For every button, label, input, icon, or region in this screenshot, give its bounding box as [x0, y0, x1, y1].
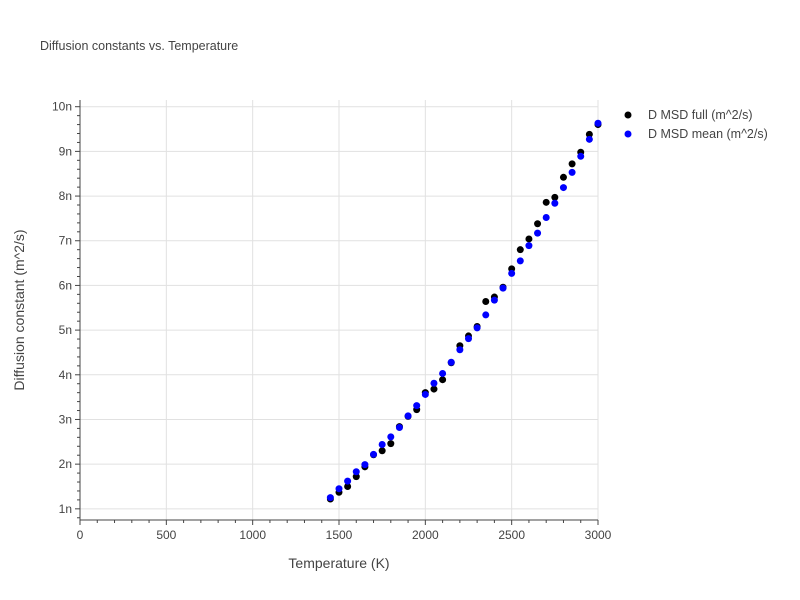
y-tick-label: 8n — [59, 189, 72, 203]
data-point[interactable] — [482, 298, 490, 306]
data-point[interactable] — [439, 376, 447, 384]
data-point[interactable] — [551, 199, 559, 207]
x-tick-label: 0 — [77, 528, 84, 542]
data-point[interactable] — [551, 193, 559, 201]
legend-item-2[interactable]: D MSD mean (m^2/s) — [624, 127, 768, 141]
x-tick-label: 1500 — [326, 528, 353, 542]
data-point[interactable] — [525, 235, 533, 243]
data-point[interactable] — [395, 424, 403, 432]
data-point[interactable] — [344, 482, 352, 490]
y-axis-ticks: 1n 2n 3n 4n 5n 6n 7n 8n 9n 10n — [52, 100, 80, 519]
data-point[interactable] — [594, 119, 602, 127]
legend-label: D MSD mean (m^2/s) — [648, 127, 768, 141]
data-point[interactable] — [585, 135, 593, 143]
data-point[interactable] — [439, 369, 447, 377]
data-point[interactable] — [585, 130, 593, 138]
data-point[interactable] — [387, 433, 395, 441]
data-point[interactable] — [516, 257, 524, 265]
data-point[interactable] — [516, 246, 524, 254]
data-point[interactable] — [413, 402, 421, 410]
grid-lines — [80, 100, 599, 520]
legend[interactable]: D MSD full (m^2/s) D MSD mean (m^2/s) — [624, 108, 768, 141]
data-point[interactable] — [352, 473, 360, 481]
data-point[interactable] — [508, 269, 516, 277]
data-point[interactable] — [482, 311, 490, 319]
data-point[interactable] — [404, 412, 412, 420]
data-point[interactable] — [430, 379, 438, 387]
data-point[interactable] — [421, 390, 429, 398]
x-axis-title: Temperature (K) — [288, 555, 389, 571]
x-tick-label: 2500 — [498, 528, 525, 542]
data-point[interactable] — [344, 477, 352, 485]
data-point[interactable] — [430, 385, 438, 393]
y-tick-label: 9n — [59, 144, 72, 158]
data-point[interactable] — [473, 324, 481, 332]
x-tick-label: 3000 — [585, 528, 612, 542]
data-point[interactable] — [542, 198, 550, 206]
legend-label: D MSD full (m^2/s) — [648, 108, 752, 122]
data-point[interactable] — [326, 494, 334, 502]
data-point[interactable] — [447, 358, 455, 366]
data-point[interactable] — [378, 447, 386, 455]
x-tick-label: 1000 — [239, 528, 266, 542]
chart-title: Diffusion constants vs. Temperature — [40, 39, 238, 53]
data-point[interactable] — [370, 450, 378, 458]
data-point[interactable] — [352, 468, 360, 476]
data-point[interactable] — [378, 440, 386, 448]
data-point[interactable] — [568, 168, 576, 176]
y-tick-label: 6n — [59, 278, 72, 292]
legend-marker — [624, 130, 632, 138]
y-tick-label: 7n — [59, 234, 72, 248]
data-point[interactable] — [465, 335, 472, 343]
y-tick-label: 4n — [59, 368, 72, 382]
data-point[interactable] — [335, 485, 343, 493]
legend-marker — [624, 111, 632, 119]
data-point[interactable] — [559, 173, 567, 181]
data-point[interactable] — [387, 440, 395, 448]
data-point[interactable] — [490, 296, 498, 304]
x-tick-label: 500 — [156, 528, 176, 542]
y-tick-label: 5n — [59, 323, 72, 337]
data-point[interactable] — [361, 461, 369, 469]
data-point[interactable] — [568, 160, 576, 168]
y-tick-label: 1n — [59, 502, 72, 516]
data-point[interactable] — [559, 184, 567, 192]
data-point[interactable] — [542, 214, 550, 222]
x-axis-ticks: 0 500 1000 1500 2000 2500 3000 — [77, 520, 612, 542]
y-tick-label: 10n — [52, 100, 72, 114]
y-tick-label: 2n — [59, 457, 72, 471]
y-axis-title: Diffusion constant (m^2/s) — [11, 229, 27, 390]
series-1 — [326, 121, 602, 503]
data-point[interactable] — [577, 152, 585, 160]
series-2 — [326, 119, 602, 502]
data-point[interactable] — [525, 242, 533, 250]
data-point[interactable] — [534, 229, 542, 237]
data-point[interactable] — [534, 220, 542, 228]
x-tick-label: 2000 — [412, 528, 439, 542]
data-point[interactable] — [499, 284, 507, 292]
data-point[interactable] — [456, 346, 464, 354]
data-points — [326, 119, 602, 503]
legend-item-1[interactable]: D MSD full (m^2/s) — [624, 108, 753, 122]
y-tick-label: 3n — [59, 412, 72, 426]
